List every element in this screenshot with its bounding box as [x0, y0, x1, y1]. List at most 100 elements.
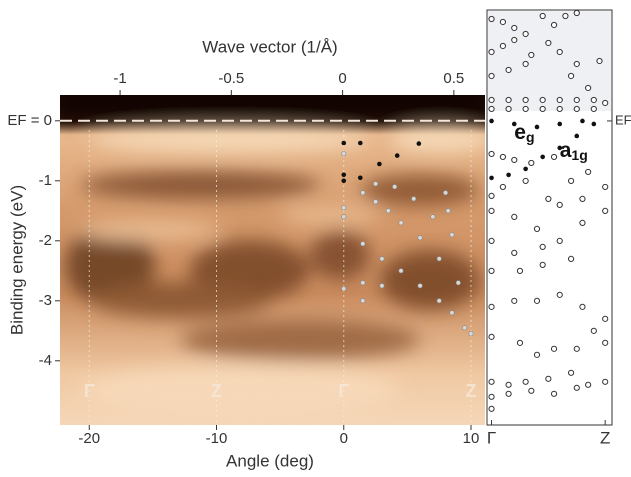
band-point — [579, 303, 586, 310]
band-point — [436, 298, 442, 304]
band-point — [449, 232, 455, 238]
symmetry-label: Γ — [338, 381, 349, 401]
band-point — [523, 166, 528, 172]
band-point — [573, 60, 580, 68]
band-point — [511, 121, 517, 127]
band-point — [505, 105, 512, 113]
band-point — [556, 291, 563, 298]
band-point — [522, 60, 529, 68]
band-point — [379, 256, 385, 262]
symmetry-label: Γ — [84, 381, 95, 401]
band-point — [557, 121, 563, 127]
band-point — [567, 255, 575, 262]
band-point — [602, 99, 609, 107]
band-point — [443, 190, 449, 196]
x2-tick-label: -1 — [113, 70, 126, 87]
band-point — [533, 225, 541, 232]
band-point — [539, 261, 546, 268]
band-point — [540, 154, 545, 160]
band-point — [379, 283, 385, 289]
band-point — [377, 161, 382, 167]
band-point — [385, 208, 391, 214]
band-point — [522, 30, 529, 38]
band-point — [545, 39, 552, 47]
band-point — [511, 249, 518, 256]
band-label-main: a — [560, 138, 572, 161]
band-point — [511, 156, 518, 164]
band-point — [436, 256, 442, 262]
band-point — [341, 205, 347, 211]
band-point — [488, 72, 495, 80]
x-tick-label: -20 — [78, 430, 100, 447]
band-point — [573, 384, 580, 391]
band-point — [573, 9, 580, 17]
x2-axis-label: Wave vector (1/Å) — [202, 37, 337, 56]
band-point — [534, 124, 540, 130]
band-point — [528, 51, 535, 59]
band-point — [392, 184, 398, 190]
band-point — [488, 378, 495, 385]
band-point — [488, 150, 495, 158]
y-tick-label: -4 — [39, 352, 52, 369]
band-point — [341, 151, 347, 157]
band-point — [455, 280, 461, 286]
band-point — [567, 177, 575, 185]
band-point — [373, 199, 379, 205]
band-point — [522, 105, 529, 113]
band-point — [579, 195, 586, 203]
band-point — [394, 153, 400, 158]
band-point — [562, 12, 569, 20]
band-point — [590, 96, 597, 104]
band-point — [602, 378, 609, 385]
band-point — [488, 192, 495, 200]
band-point — [585, 84, 592, 92]
band-label-sub: g — [526, 129, 535, 145]
band-point — [488, 303, 495, 310]
band-point — [539, 12, 546, 20]
x-tick-label: -10 — [206, 430, 228, 447]
band-label-main: e — [514, 120, 526, 143]
band-point — [590, 105, 597, 113]
band-point — [505, 96, 512, 104]
band-point — [522, 378, 529, 385]
band-point — [602, 207, 609, 215]
band-point — [585, 168, 592, 176]
band-point — [360, 280, 366, 286]
band-point — [499, 18, 507, 26]
band-point — [550, 390, 558, 397]
band-point — [488, 96, 495, 104]
x-tick-label: Z — [600, 428, 610, 447]
band-point — [511, 213, 518, 221]
band-point — [360, 298, 366, 304]
band-point — [416, 141, 422, 146]
band-point — [516, 339, 524, 346]
band-point — [556, 237, 563, 244]
band-point — [574, 133, 580, 139]
band-point — [373, 181, 379, 187]
band-point — [489, 118, 494, 124]
band-point — [488, 207, 495, 215]
band-label-sub: 1g — [571, 147, 587, 163]
band-point — [488, 333, 495, 340]
band-point — [499, 183, 507, 191]
band-label: eg — [514, 120, 534, 144]
symmetry-label: Z — [466, 381, 477, 401]
band-point — [411, 196, 417, 202]
band-point — [449, 310, 455, 316]
band-point — [557, 145, 563, 151]
band-point — [489, 175, 494, 181]
band-point — [545, 375, 552, 382]
band-point — [341, 172, 347, 178]
y-tick-label: -3 — [39, 292, 52, 309]
band-point — [357, 175, 363, 181]
band-point — [505, 390, 512, 397]
band-point — [505, 381, 512, 388]
band-point — [341, 140, 347, 146]
band-point — [533, 351, 541, 358]
band-point — [579, 219, 586, 226]
band-point — [539, 96, 546, 104]
band-point — [550, 21, 558, 29]
band-label: a1g — [560, 138, 588, 162]
x-tick-label: Γ — [487, 428, 496, 447]
band-point — [602, 183, 609, 191]
